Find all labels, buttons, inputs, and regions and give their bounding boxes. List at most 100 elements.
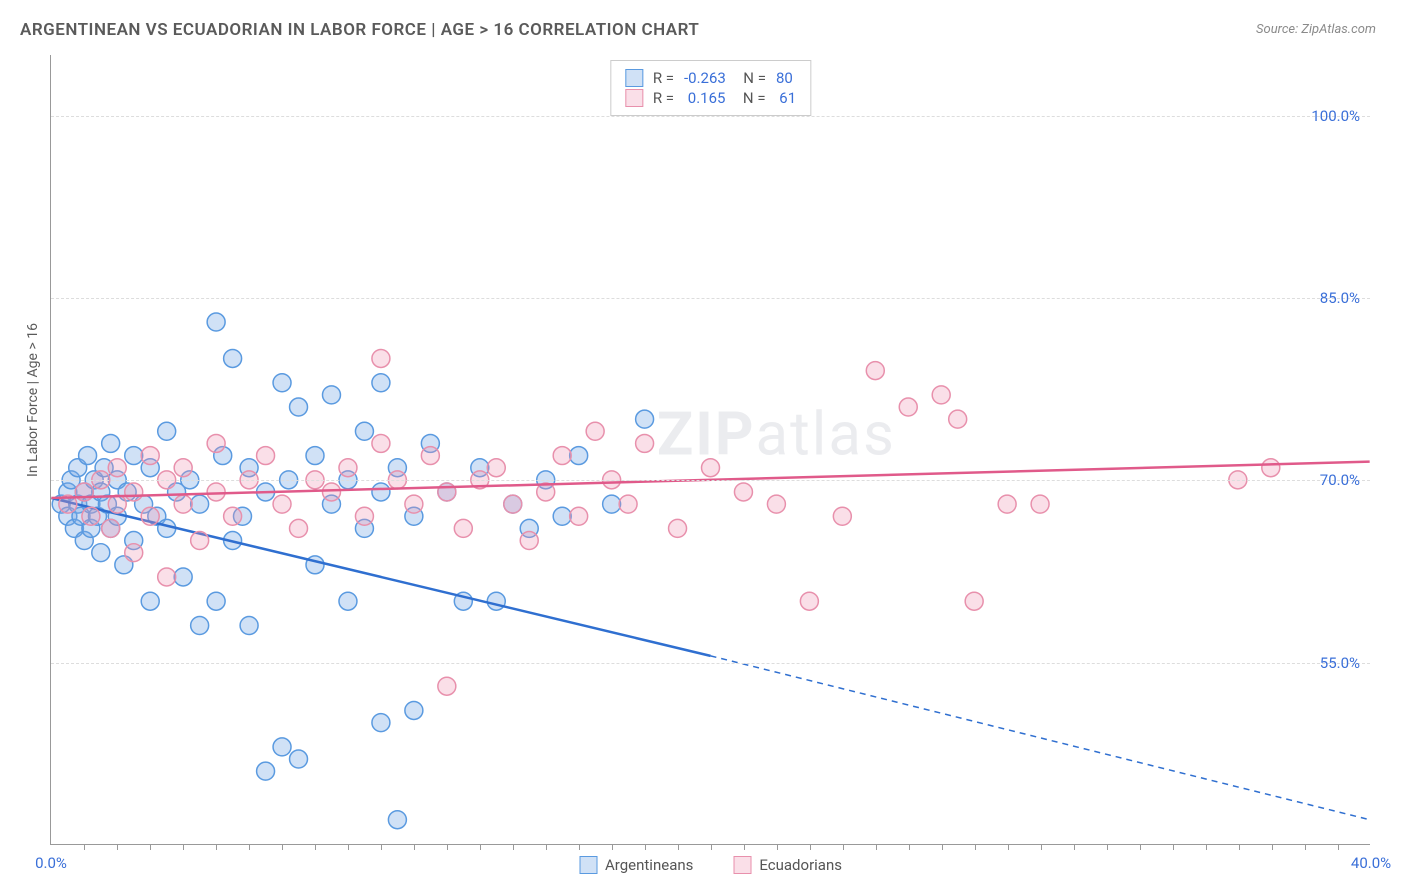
data-point bbox=[339, 592, 357, 610]
xtick-mark bbox=[843, 844, 844, 850]
data-point bbox=[174, 568, 192, 586]
xtick-mark bbox=[150, 844, 151, 850]
legend-label: Argentineans bbox=[605, 856, 693, 874]
data-point bbox=[207, 483, 225, 501]
data-point bbox=[603, 495, 621, 513]
data-point bbox=[636, 410, 654, 428]
data-point bbox=[553, 447, 571, 465]
ytick-label: 100.0% bbox=[1311, 107, 1360, 125]
correlation-legend: R = -0.263 N = 80 R = 0.165 N = 61 bbox=[610, 60, 811, 116]
scatter-plot bbox=[51, 55, 1370, 844]
legend-item-argentineans: Argentineans bbox=[579, 856, 693, 874]
data-point bbox=[79, 447, 97, 465]
data-point bbox=[141, 447, 159, 465]
data-point bbox=[102, 519, 120, 537]
data-point bbox=[290, 519, 308, 537]
xtick-mark bbox=[84, 844, 85, 850]
data-point bbox=[372, 483, 390, 501]
xtick-mark bbox=[777, 844, 778, 850]
chart-area: ZIPatlas R = -0.263 N = 80 R = 0.165 N =… bbox=[50, 55, 1370, 845]
xtick-mark bbox=[447, 844, 448, 850]
trend-line-extrapolated bbox=[711, 656, 1370, 820]
data-point bbox=[240, 617, 258, 635]
data-point bbox=[998, 495, 1016, 513]
legend-r-value: 0.165 bbox=[684, 89, 725, 107]
data-point bbox=[273, 738, 291, 756]
chart-title: ARGENTINEAN VS ECUADORIAN IN LABOR FORCE… bbox=[20, 20, 699, 40]
data-point bbox=[322, 483, 340, 501]
data-point bbox=[767, 495, 785, 513]
data-point bbox=[438, 483, 456, 501]
data-point bbox=[487, 459, 505, 477]
y-axis-label: In Labor Force | Age > 16 bbox=[25, 323, 41, 477]
data-point bbox=[899, 398, 917, 416]
data-point bbox=[372, 374, 390, 392]
legend-r-label: R = bbox=[653, 69, 674, 87]
legend-r-value: -0.263 bbox=[684, 69, 726, 87]
xtick-mark bbox=[744, 844, 745, 850]
xtick-mark bbox=[612, 844, 613, 850]
xtick-mark bbox=[513, 844, 514, 850]
data-point bbox=[207, 434, 225, 452]
xtick-mark bbox=[1239, 844, 1240, 850]
data-point bbox=[339, 459, 357, 477]
data-point bbox=[520, 532, 538, 550]
data-point bbox=[224, 349, 242, 367]
data-point bbox=[158, 422, 176, 440]
data-point bbox=[619, 495, 637, 513]
data-point bbox=[372, 434, 390, 452]
xtick-mark bbox=[1107, 844, 1108, 850]
ytick-label: 70.0% bbox=[1320, 471, 1360, 489]
data-point bbox=[82, 507, 100, 525]
xtick-mark bbox=[282, 844, 283, 850]
data-point bbox=[553, 507, 571, 525]
xtick-mark bbox=[1206, 844, 1207, 850]
xtick-label: 40.0% bbox=[1351, 854, 1391, 872]
xtick-mark bbox=[579, 844, 580, 850]
xtick-mark bbox=[1041, 844, 1042, 850]
legend-n-value: 80 bbox=[776, 69, 793, 87]
data-point bbox=[405, 701, 423, 719]
data-point bbox=[355, 422, 373, 440]
data-point bbox=[290, 750, 308, 768]
data-point bbox=[833, 507, 851, 525]
legend-item-ecuadorians: Ecuadorians bbox=[733, 856, 842, 874]
data-point bbox=[1031, 495, 1049, 513]
xtick-mark bbox=[414, 844, 415, 850]
data-point bbox=[125, 483, 143, 501]
data-point bbox=[191, 532, 209, 550]
data-point bbox=[372, 349, 390, 367]
swatch-ecuadorians bbox=[733, 856, 751, 874]
data-point bbox=[92, 544, 110, 562]
source-label: Source: ZipAtlas.com bbox=[1256, 22, 1376, 37]
data-point bbox=[125, 544, 143, 562]
data-point bbox=[570, 507, 588, 525]
data-point bbox=[306, 447, 324, 465]
data-point bbox=[734, 483, 752, 501]
data-point bbox=[125, 447, 143, 465]
data-point bbox=[388, 811, 406, 829]
legend-label: Ecuadorians bbox=[759, 856, 842, 874]
data-point bbox=[405, 495, 423, 513]
swatch-argentineans bbox=[579, 856, 597, 874]
data-point bbox=[487, 592, 505, 610]
xtick-mark bbox=[348, 844, 349, 850]
series-legend: Argentineans Ecuadorians bbox=[579, 856, 842, 874]
xtick-mark bbox=[249, 844, 250, 850]
gridline bbox=[51, 116, 1370, 117]
xtick-mark bbox=[810, 844, 811, 850]
xtick-mark bbox=[1173, 844, 1174, 850]
data-point bbox=[207, 592, 225, 610]
data-point bbox=[949, 410, 967, 428]
xtick-mark bbox=[909, 844, 910, 850]
xtick-mark bbox=[315, 844, 316, 850]
data-point bbox=[174, 459, 192, 477]
xtick-mark bbox=[117, 844, 118, 850]
swatch-argentineans bbox=[625, 69, 643, 87]
data-point bbox=[800, 592, 818, 610]
xtick-mark bbox=[678, 844, 679, 850]
data-point bbox=[273, 374, 291, 392]
xtick-mark bbox=[1338, 844, 1339, 850]
gridline bbox=[51, 480, 1370, 481]
gridline bbox=[51, 663, 1370, 664]
